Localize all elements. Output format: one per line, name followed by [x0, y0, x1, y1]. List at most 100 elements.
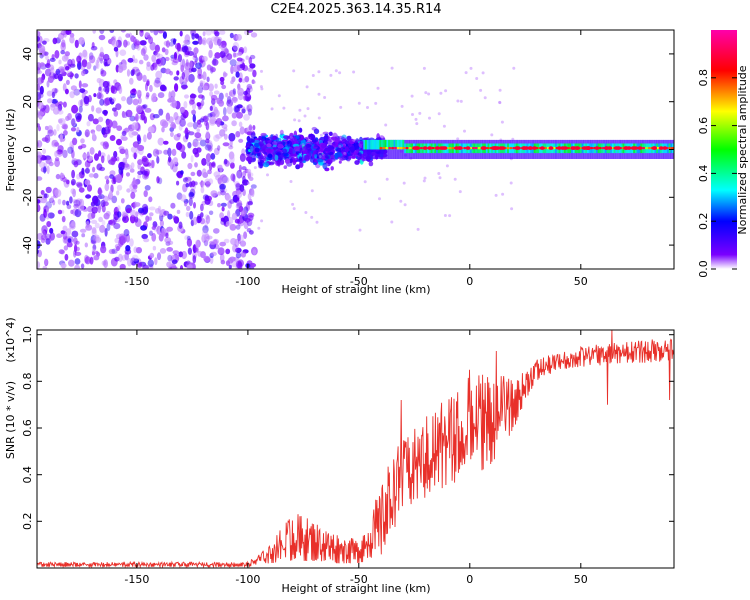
heatmap-cell	[159, 248, 167, 254]
heatmap-cell	[368, 161, 374, 167]
heatmap-cell	[153, 30, 159, 36]
heatmap-cell	[137, 159, 144, 166]
heatmap-cell	[195, 246, 199, 254]
heatmap-cell	[176, 142, 183, 151]
heatmap-cell	[97, 204, 102, 214]
heatmap-cell	[62, 230, 68, 240]
heatmap-cell	[42, 148, 47, 155]
heatmap-cell	[143, 190, 148, 198]
heatmap-cell	[236, 169, 243, 179]
heatmap-cell	[111, 97, 117, 102]
heatmap-cell	[74, 39, 79, 49]
heatmap-cell	[67, 146, 74, 154]
heatmap-cell	[195, 136, 203, 141]
colorbar-ticks: 0.0 0.2 0.4 0.6 0.8	[697, 69, 737, 278]
heatmap-cell	[118, 166, 124, 175]
heatmap-cell	[295, 136, 300, 139]
heatmap-cell	[269, 134, 276, 140]
heatmap-cell	[149, 41, 156, 51]
heatmap-cell	[486, 146, 490, 150]
heatmap-cell	[154, 44, 160, 53]
heatmap-cell	[122, 216, 127, 221]
heatmap-cell	[47, 212, 55, 219]
heatmap-cell	[40, 234, 48, 241]
heatmap-cell	[306, 107, 310, 111]
heatmap-cell	[106, 119, 113, 129]
heatmap-cell	[394, 146, 397, 150]
heatmap-cell	[232, 243, 238, 253]
heatmap-cell	[129, 168, 135, 173]
heatmap-cell	[238, 121, 243, 128]
heatmap-cell	[498, 100, 502, 104]
heatmap-cell	[147, 153, 152, 159]
heatmap-cell	[102, 195, 109, 203]
heatmap-cell	[86, 61, 92, 70]
heatmap-cell	[100, 70, 107, 77]
heatmap-cell	[54, 88, 58, 94]
heatmap-cell	[76, 126, 80, 133]
heatmap-cell	[218, 92, 224, 101]
heatmap-cell	[483, 96, 487, 100]
heatmap-cell	[490, 133, 494, 137]
heatmap-cell	[400, 139, 403, 150]
heatmap-cell	[282, 106, 286, 110]
heatmap-cell	[420, 146, 423, 150]
heatmap-cell	[37, 151, 43, 159]
heatmap-cell	[125, 109, 133, 118]
heatmap-cell	[47, 98, 53, 104]
heatmap-cell	[98, 216, 103, 223]
heatmap-cell	[358, 228, 362, 232]
heatmap-cell	[109, 174, 115, 179]
heatmap-cell	[187, 131, 195, 136]
heatmap-cell	[222, 176, 230, 184]
heatmap-cell	[474, 146, 478, 150]
heatmap-cell	[157, 92, 165, 99]
heatmap-cell	[37, 204, 41, 213]
heatmap-cell	[71, 149, 75, 159]
heatmap-cell	[103, 212, 110, 220]
heatmap-cell	[188, 181, 193, 188]
heatmap-cell	[239, 64, 244, 69]
heatmap-cell	[630, 146, 636, 150]
heatmap-cell	[37, 199, 41, 204]
heatmap-cell	[229, 138, 233, 148]
heatmap-cell	[616, 146, 621, 150]
heatmap-cell	[74, 209, 82, 218]
x-tick-label: 0	[466, 275, 473, 288]
heatmap-cell	[125, 33, 131, 38]
heatmap-cell	[201, 229, 209, 238]
heatmap-cell	[78, 187, 85, 193]
heatmap-cell	[43, 193, 48, 198]
heatmap-cell	[144, 185, 151, 191]
heatmap-cell	[151, 225, 156, 230]
heatmap-cell	[133, 152, 137, 160]
heatmap-cell	[277, 94, 281, 98]
heatmap-cell	[330, 154, 335, 159]
heatmap-cell	[243, 95, 247, 101]
heatmap-cell	[237, 234, 245, 242]
heatmap-cell	[202, 115, 209, 123]
heatmap-cell	[210, 67, 216, 73]
heatmap-cell	[366, 139, 369, 150]
x-tick-label: -50	[350, 573, 368, 586]
heatmap-cell	[250, 32, 258, 38]
heatmap-cell	[368, 139, 371, 150]
heatmap-cell	[45, 186, 52, 194]
heatmap-cell	[642, 146, 645, 150]
heatmap-cell	[385, 177, 389, 181]
heatmap-cell	[397, 139, 399, 150]
heatmap-cell	[137, 170, 144, 175]
heatmap-cell	[104, 183, 110, 192]
heatmap-cell	[318, 155, 322, 159]
heatmap-cell	[363, 180, 367, 184]
heatmap-cell	[56, 233, 63, 238]
heatmap-cell	[170, 96, 175, 103]
heatmap-cell	[662, 146, 668, 150]
heatmap-cell	[66, 70, 72, 76]
heatmap-cell	[370, 139, 373, 150]
heatmap-cell	[146, 61, 151, 67]
heatmap-cell	[479, 88, 483, 92]
heatmap-cell	[125, 172, 131, 177]
heatmap-cell	[37, 36, 40, 42]
heatmap-cell	[141, 155, 148, 162]
